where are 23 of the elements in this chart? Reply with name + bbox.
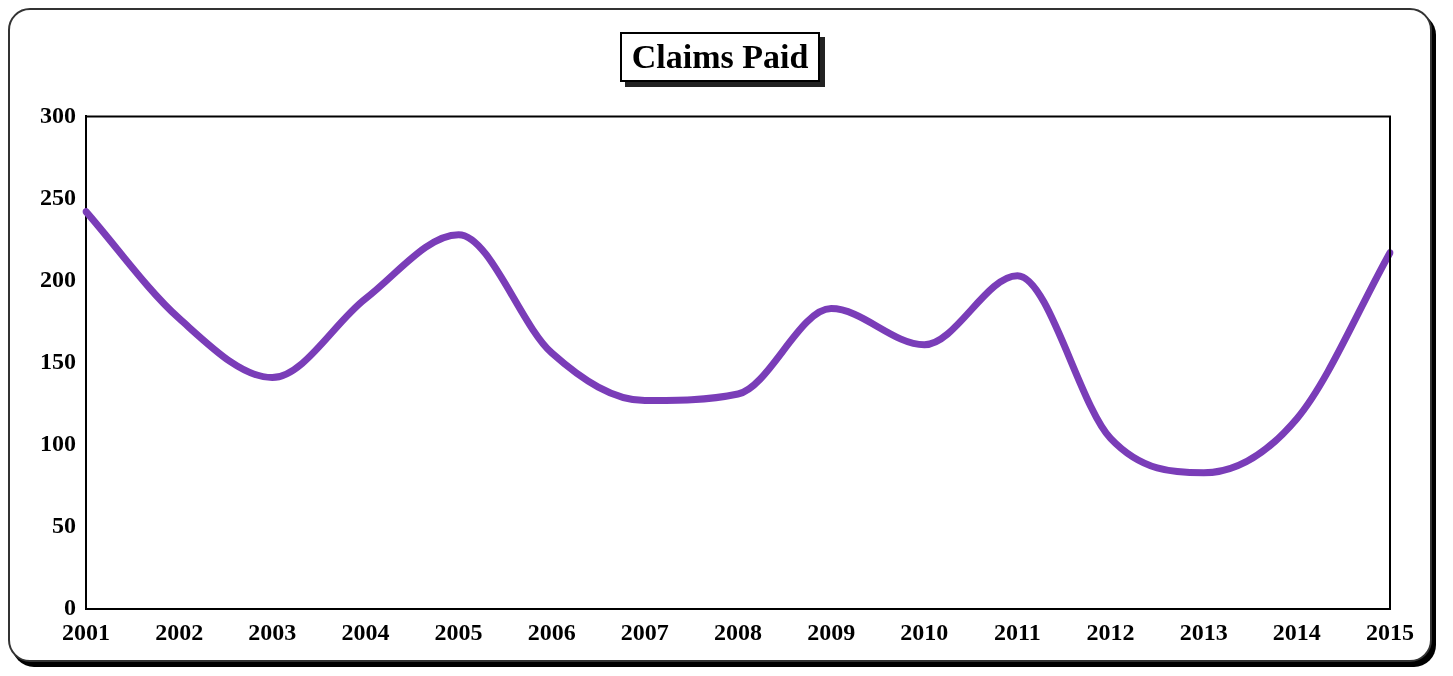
y-tick-label: 200 [40,265,76,292]
y-tick-label: 100 [40,430,76,457]
x-tick-label: 2009 [807,618,856,645]
y-tick-label: 250 [40,183,76,210]
x-tick-label: 2001 [62,618,110,645]
y-tick-label: 150 [40,348,76,374]
chart-title: Claims Paid [619,32,821,82]
x-tick-label: 2015 [1366,618,1414,645]
x-tick-label: 2003 [248,618,297,645]
x-tick-label: 2010 [900,618,949,645]
x-tick-label: 2005 [434,618,483,645]
x-tick-label: 2006 [527,618,576,645]
y-tick-label: 0 [64,594,76,621]
x-tick-label: 2011 [994,618,1041,645]
y-tick-label: 50 [52,512,76,539]
x-tick-label: 2013 [1179,618,1228,645]
y-tick-label: 300 [40,101,76,128]
x-tick-label: 2002 [155,618,204,645]
x-tick-label: 2007 [620,618,669,645]
x-tick-label: 2012 [1086,618,1135,645]
x-tick-label: 2008 [714,618,762,645]
x-tick-label: 2014 [1272,618,1321,645]
x-tick-label: 2004 [341,618,390,645]
